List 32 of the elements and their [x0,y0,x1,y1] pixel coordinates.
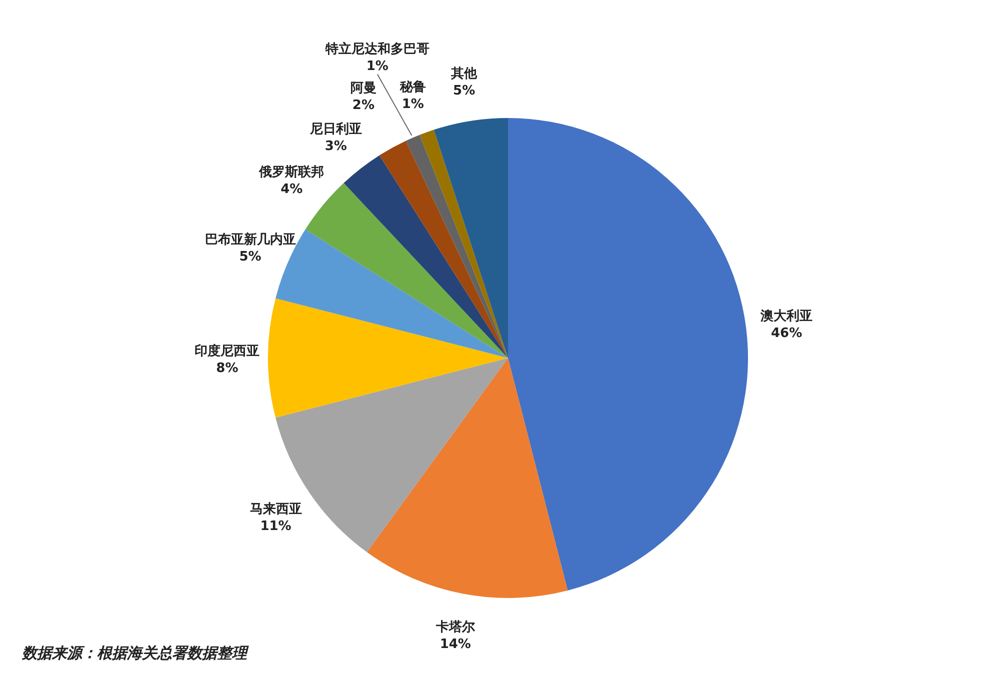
pie-slice [406,134,508,358]
data-label: 4% [280,182,303,198]
data-label: 1% [402,96,424,112]
slice-label: 阿曼 [350,81,376,96]
data-label: 3% [324,139,347,154]
slice-label: 印度尼西亚 [194,343,260,359]
slice-label: 秘鲁 [398,78,426,95]
data-label: 46% [771,326,802,341]
slice-label: 尼日利亚 [308,121,362,138]
data-label: 14% [440,636,471,652]
slice-label: 其他 [450,66,478,82]
data-label: 11% [260,518,292,534]
pie-slice [420,130,508,358]
slice-label: 卡塔尔 [434,620,476,635]
data-label: 5% [453,84,476,99]
slice-label: 特立尼达和多巴哥 [324,41,430,58]
slice-label: 巴布亚新几内亚 [204,231,296,248]
pie-slice [268,298,508,418]
data-label: 1% [366,59,388,74]
pie-slice [366,358,568,598]
pie-slice [305,183,508,358]
source-note: 数据来源：根据海关总署数据整理 [21,644,249,662]
pie-slice [379,140,508,358]
data-label: 2% [352,98,375,114]
data-label: 5% [239,249,262,264]
slice-label: 马来西亚 [250,502,302,517]
pie-slice [434,118,508,358]
data-label: 8% [216,361,238,376]
slice-label: 澳大利亚 [760,308,813,324]
pie-slice [344,155,508,358]
slice-label: 俄罗斯联邦 [258,165,324,180]
pie-slice [508,118,748,590]
